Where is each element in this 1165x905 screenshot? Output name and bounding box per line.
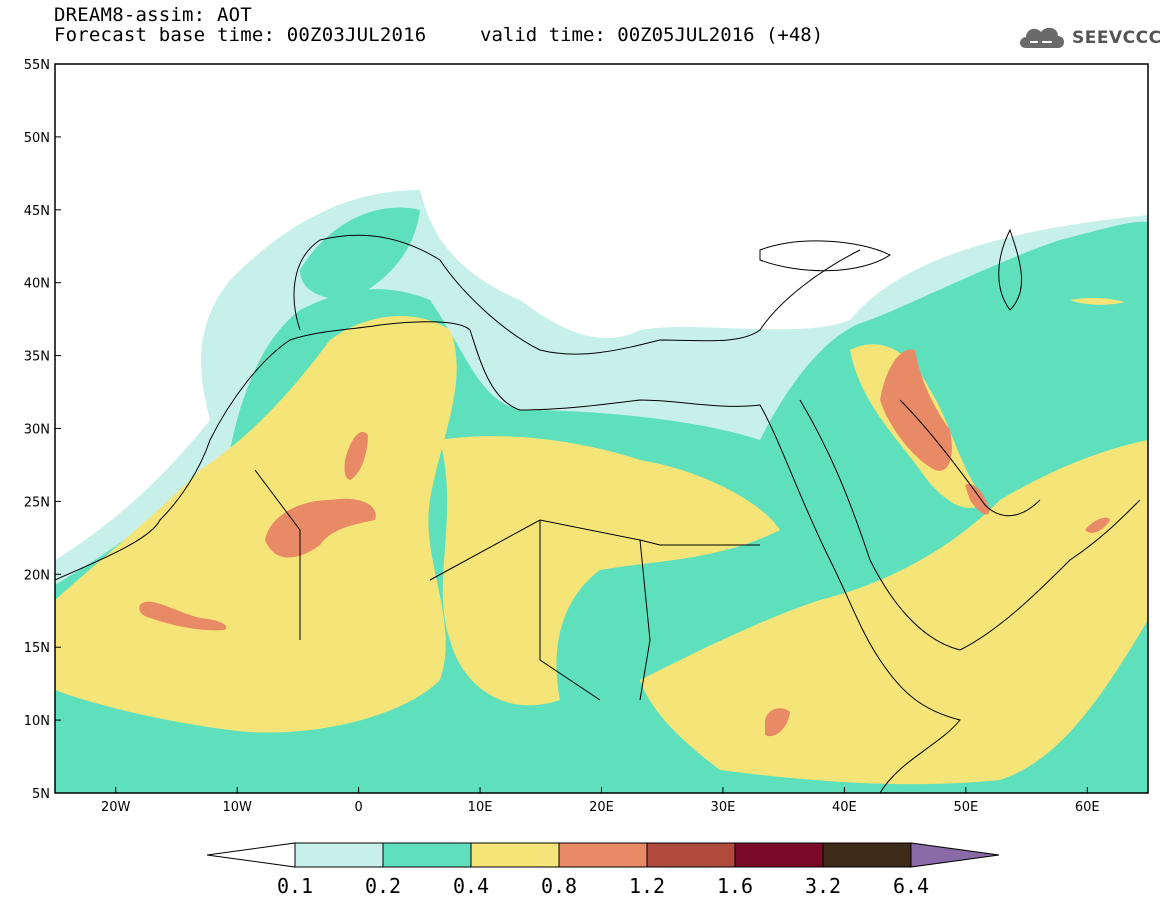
lon-label: 20W xyxy=(101,800,131,815)
colorbar-level-label: 1.2 xyxy=(629,874,665,898)
colorbar-level-label: 3.2 xyxy=(805,874,841,898)
aot-field-0.4-central xyxy=(440,436,780,706)
colorbar-level-label: 0.1 xyxy=(277,874,313,898)
aot-field-0.2-iberia xyxy=(300,207,420,300)
lat-label: 50N xyxy=(24,131,50,146)
aot-fields xyxy=(55,190,1148,793)
colorbar-level-label: 0.8 xyxy=(541,874,577,898)
aot-field-0.4-east xyxy=(640,440,1148,785)
colorbar-level-label: 0.2 xyxy=(365,874,401,898)
persian-gulf xyxy=(899,399,1041,517)
lon-axis: 20W 10W 0 10E 20E 30E 40E 50E 60E xyxy=(101,787,1100,815)
lat-label: 55N xyxy=(24,58,50,73)
lon-label: 10E xyxy=(468,800,493,815)
colorbar-level-label: 6.4 xyxy=(893,874,929,898)
colorbar-bin xyxy=(294,842,384,868)
sahara-border-4 xyxy=(639,539,651,701)
aot-field-0.8-sudan xyxy=(765,708,790,737)
sahara-border-1 xyxy=(254,469,301,640)
lat-label: 40N xyxy=(24,277,50,292)
caspian xyxy=(998,228,1023,311)
africa-coastline xyxy=(55,321,961,793)
lat-label: 45N xyxy=(24,204,50,219)
lon-label: 0 xyxy=(354,800,362,815)
aot-field-0.8-algeria xyxy=(344,431,368,480)
cloud-logo-icon xyxy=(1020,27,1064,48)
aot-field-0.8-yemen xyxy=(1085,517,1110,533)
colorbar: 0.1 0.2 0.4 0.8 1.2 1.6 3.2 6.4 xyxy=(206,842,1000,898)
colorbar-bin xyxy=(382,842,472,868)
colorbar-bin xyxy=(558,842,648,868)
coastlines xyxy=(55,228,1141,793)
lat-label: 35N xyxy=(24,350,50,365)
colorbar-level-label: 0.4 xyxy=(453,874,489,898)
aot-field-0.8-senegal xyxy=(139,601,227,631)
seevccc-logo: SEEVCCC xyxy=(1016,22,1161,56)
colorbar-bin xyxy=(470,842,560,868)
colorbar-bin xyxy=(822,842,912,868)
colorbar-bin xyxy=(734,842,824,868)
aot-field-0.8-sahara xyxy=(265,498,376,558)
model-title: DREAM8-assim: AOT xyxy=(54,4,252,26)
lat-label: 5N xyxy=(32,787,50,802)
colorbar-level-label: 1.6 xyxy=(717,874,753,898)
colorbar-over-arrow xyxy=(910,842,1000,868)
aot-field-0.8-gulf xyxy=(965,484,990,515)
aot-field-0.4-west xyxy=(55,316,457,733)
base-time: Forecast base time: 00Z03JUL2016 xyxy=(54,24,427,46)
lon-label: 30E xyxy=(711,800,736,815)
lat-label: 15N xyxy=(24,641,50,656)
logo-text: SEEVCCC xyxy=(1072,28,1162,48)
aot-field-0.4-iran xyxy=(1070,297,1125,305)
sahara-border-3 xyxy=(539,520,601,701)
aot-field-0.8-iraq xyxy=(880,349,952,471)
lat-label: 30N xyxy=(24,423,50,438)
lat-axis: 55N 50N 45N 40N 35N 30N 25N 20N 15N 10N 5N xyxy=(24,58,61,802)
lon-label: 10W xyxy=(222,800,252,815)
lon-label: 60E xyxy=(1075,800,1100,815)
arabia-coastline xyxy=(799,399,1141,651)
colorbar-under-arrow xyxy=(206,842,296,868)
lon-label: 40E xyxy=(832,800,857,815)
black-sea xyxy=(759,240,891,272)
valid-time: valid time: 00Z05JUL2016 (+48) xyxy=(480,24,824,46)
lon-label: 20E xyxy=(589,800,614,815)
europe-coastline xyxy=(293,234,861,355)
lat-label: 20N xyxy=(24,568,50,583)
lon-label: 50E xyxy=(953,800,978,815)
lat-label: 10N xyxy=(24,714,50,729)
lat-label: 25N xyxy=(24,495,50,510)
colorbar-bin xyxy=(646,842,736,868)
